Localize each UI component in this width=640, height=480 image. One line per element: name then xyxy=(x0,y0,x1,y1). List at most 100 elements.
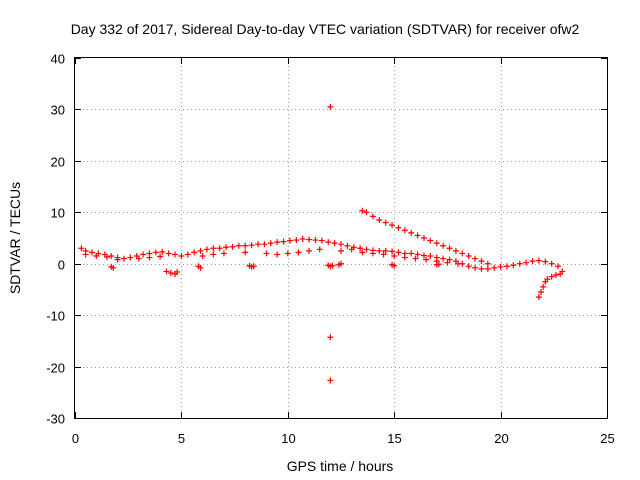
data-point xyxy=(516,260,523,267)
data-point xyxy=(465,253,472,259)
data-point xyxy=(235,242,242,249)
data-point xyxy=(540,283,547,290)
data-point xyxy=(478,258,485,265)
data-point xyxy=(248,242,255,249)
data-point xyxy=(327,103,334,110)
data-point xyxy=(555,263,562,270)
data-point xyxy=(229,243,236,250)
data-point xyxy=(146,254,153,261)
data-point xyxy=(423,256,430,263)
data-point xyxy=(114,256,121,263)
data-point xyxy=(535,257,542,264)
x-tick-label: 5 xyxy=(178,431,185,446)
data-point xyxy=(414,251,421,258)
data-point xyxy=(120,255,127,262)
plot-frame xyxy=(74,57,608,419)
data-point xyxy=(542,258,549,265)
data-point xyxy=(484,260,491,267)
data-point xyxy=(338,260,344,267)
data-point xyxy=(242,249,249,256)
x-axis-label: GPS time / hours xyxy=(287,458,394,474)
data-point xyxy=(408,250,415,257)
data-point xyxy=(414,232,421,239)
data-point xyxy=(529,258,536,265)
data-point xyxy=(216,245,223,252)
data-point xyxy=(93,253,100,259)
data-point xyxy=(174,268,181,275)
data-point xyxy=(484,265,491,272)
data-point xyxy=(82,251,89,258)
data-point xyxy=(312,237,319,244)
data-point xyxy=(376,247,383,254)
data-point xyxy=(391,253,398,259)
data-point xyxy=(401,254,408,261)
data-point xyxy=(412,255,419,262)
data-point xyxy=(338,241,344,248)
data-point xyxy=(382,247,389,254)
data-point xyxy=(295,249,302,256)
data-point xyxy=(306,247,313,254)
y-tick-label: 10 xyxy=(51,206,65,221)
series-main-trace xyxy=(78,236,562,272)
data-point xyxy=(503,263,510,270)
data-point xyxy=(420,252,427,259)
data-point xyxy=(391,262,398,269)
data-point xyxy=(210,251,217,258)
data-point xyxy=(299,236,306,243)
data-point xyxy=(359,207,366,214)
data-point xyxy=(223,244,230,251)
data-point xyxy=(369,213,376,220)
data-point xyxy=(359,249,366,256)
data-point xyxy=(544,276,551,283)
data-point xyxy=(327,334,334,341)
data-point xyxy=(497,263,504,270)
data-point xyxy=(523,259,530,266)
data-point xyxy=(389,248,396,255)
x-tick-labels: 0 5 10 15 20 25 xyxy=(72,431,615,446)
data-point xyxy=(210,245,217,252)
data-point xyxy=(140,251,147,258)
data-point xyxy=(427,237,434,244)
data-point xyxy=(478,265,485,272)
x-tick-label: 15 xyxy=(387,431,401,446)
y-tick-label: 40 xyxy=(51,52,65,67)
series-tail-hook xyxy=(535,268,566,301)
axis-ticks xyxy=(75,58,608,419)
data-point xyxy=(318,237,325,244)
data-point xyxy=(103,254,110,261)
x-tick-label: 20 xyxy=(494,431,508,446)
data-point xyxy=(465,263,472,270)
data-point xyxy=(433,240,440,247)
data-point xyxy=(242,242,249,249)
data-point xyxy=(552,272,559,279)
data-point xyxy=(357,245,364,252)
data-point xyxy=(152,249,159,256)
data-point xyxy=(263,250,270,257)
data-point xyxy=(380,251,387,258)
data-point xyxy=(344,242,351,249)
data-point xyxy=(389,222,396,229)
data-point xyxy=(382,219,389,226)
y-tick-label: -20 xyxy=(46,361,65,376)
data-point xyxy=(363,209,370,216)
data-point xyxy=(491,264,498,271)
data-point xyxy=(261,241,268,248)
data-point xyxy=(338,247,344,254)
data-point xyxy=(327,377,334,384)
chart-title: Day 332 of 2017, Sidereal Day-to-day VTE… xyxy=(71,21,580,37)
data-point xyxy=(395,249,402,256)
data-point xyxy=(274,239,281,246)
data-point xyxy=(78,245,85,252)
data-point xyxy=(135,255,142,262)
y-tick-label: 0 xyxy=(58,258,65,273)
data-point xyxy=(255,241,262,248)
data-point xyxy=(184,251,191,258)
series-dips xyxy=(108,260,442,277)
data-point xyxy=(452,247,459,254)
data-point xyxy=(267,240,274,247)
data-points xyxy=(78,103,566,384)
data-point xyxy=(363,246,370,253)
data-point xyxy=(440,242,447,249)
data-point xyxy=(329,262,336,269)
data-point xyxy=(306,236,313,243)
